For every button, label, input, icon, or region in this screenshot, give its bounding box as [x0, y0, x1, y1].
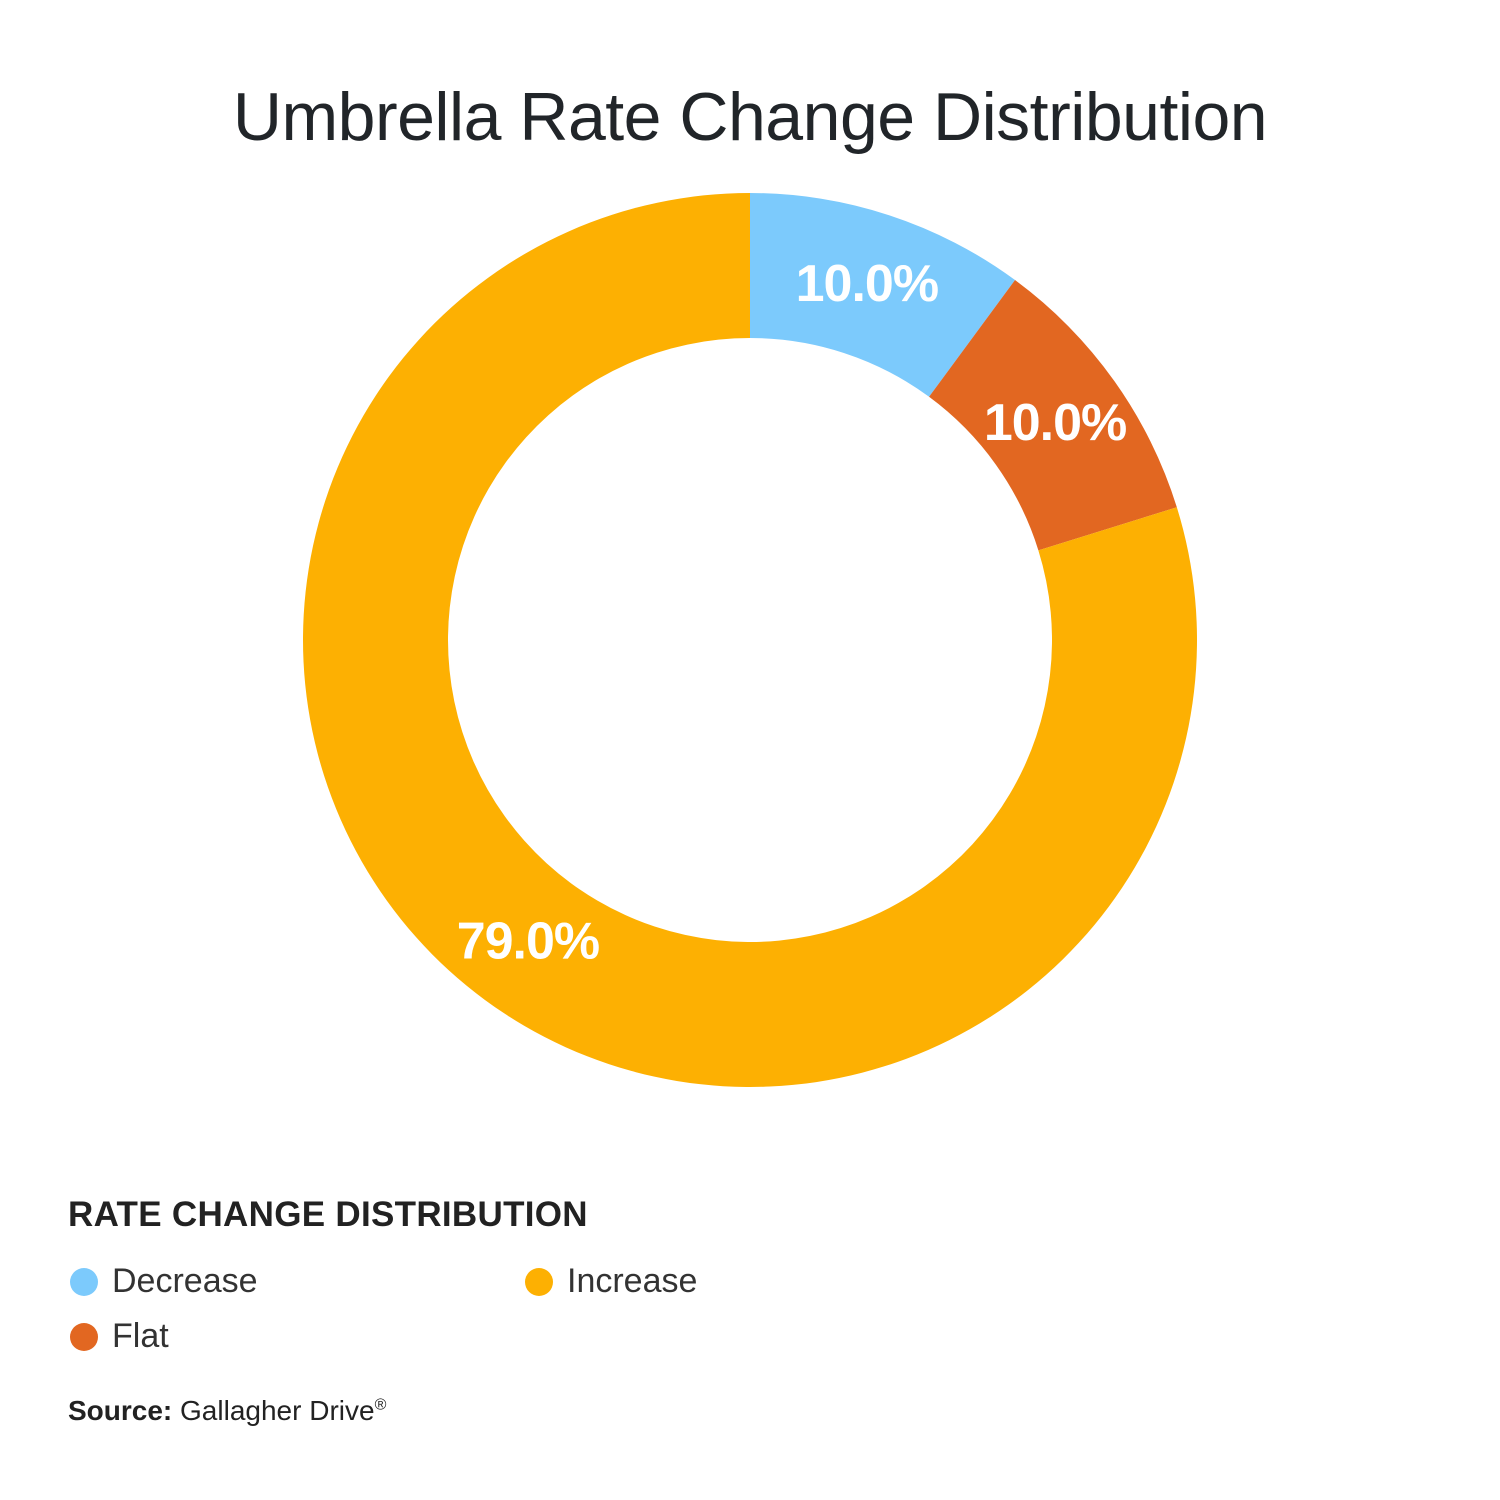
legend-swatch-increase	[525, 1267, 553, 1296]
source-note: Source: Gallagher Drive®	[68, 1395, 386, 1427]
legend-label-decrease: Decrease	[112, 1262, 258, 1300]
legend-swatch-flat	[70, 1322, 98, 1351]
source-registered-mark: ®	[374, 1396, 387, 1414]
slice-label-decrease: 10.0%	[796, 255, 938, 313]
slice-label-increase: 79.0%	[457, 913, 599, 971]
chart-title: Umbrella Rate Change Distribution	[232, 79, 1268, 155]
donut-slice-decrease	[750, 193, 1016, 397]
legend-title: RATE CHANGE DISTRIBUTION	[68, 1195, 588, 1234]
source-text: Gallagher Drive	[180, 1395, 375, 1426]
legend-item-decrease: Decrease	[70, 1262, 258, 1301]
legend-swatch-decrease	[70, 1267, 98, 1296]
donut-slice-increase	[303, 193, 1197, 1087]
legend-item-flat: Flat	[70, 1317, 169, 1356]
donut-slice-flat	[929, 280, 1177, 551]
source-label: Source:	[68, 1395, 173, 1426]
legend-item-increase: Increase	[525, 1262, 697, 1301]
legend-label-increase: Increase	[567, 1262, 698, 1300]
donut-chart: 10.0% 10.0% 79.0%	[303, 193, 1197, 1087]
slice-label-flat: 10.0%	[984, 394, 1126, 452]
legend-label-flat: Flat	[112, 1317, 169, 1355]
